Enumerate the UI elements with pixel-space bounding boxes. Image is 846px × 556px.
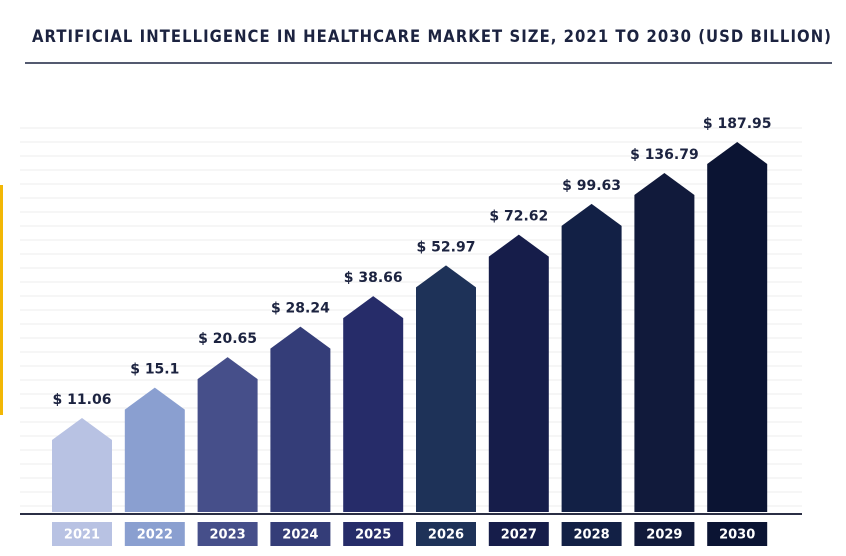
bar [270,326,331,512]
value-label: $ 38.66 [344,270,403,286]
x-tick-label: 2029 [646,528,682,543]
value-label: $ 28.24 [271,301,330,317]
bar [124,387,185,512]
bar [52,418,112,512]
x-tick-label: 2026 [428,528,464,543]
bar [707,142,768,512]
value-label: $ 52.97 [417,239,476,255]
x-tick-label: 2027 [501,528,537,543]
bar [561,203,622,512]
year-box [343,522,404,546]
year-box [561,522,622,546]
year-box [634,522,695,546]
chart-title: ARTIFICIAL INTELLIGENCE IN HEALTHCARE MA… [32,27,832,47]
x-tick-label: 2024 [282,528,318,543]
year-box [707,522,768,546]
year-box [124,522,185,546]
value-label: $ 99.63 [562,178,621,194]
year-box [197,522,258,546]
bar [416,265,476,512]
year-box [270,522,331,546]
x-tick-label: 2022 [137,528,173,543]
accent-strip [0,185,3,415]
value-label: $ 15.1 [130,362,179,378]
year-box [488,522,549,546]
value-label: $ 72.62 [489,209,548,225]
x-tick-label: 2030 [719,528,755,543]
x-tick-label: 2021 [64,528,100,543]
bar [488,234,549,512]
value-label: $ 20.65 [198,331,257,347]
value-label: $ 11.06 [53,392,112,408]
year-box [416,522,476,546]
bar [197,357,258,512]
bar [343,296,404,512]
x-tick-label: 2028 [574,528,610,543]
x-tick-label: 2025 [355,528,391,543]
value-label: $ 187.95 [703,116,772,132]
bar [634,172,695,512]
value-label: $ 136.79 [630,147,699,163]
x-tick-label: 2023 [210,528,246,543]
year-box [52,522,112,546]
